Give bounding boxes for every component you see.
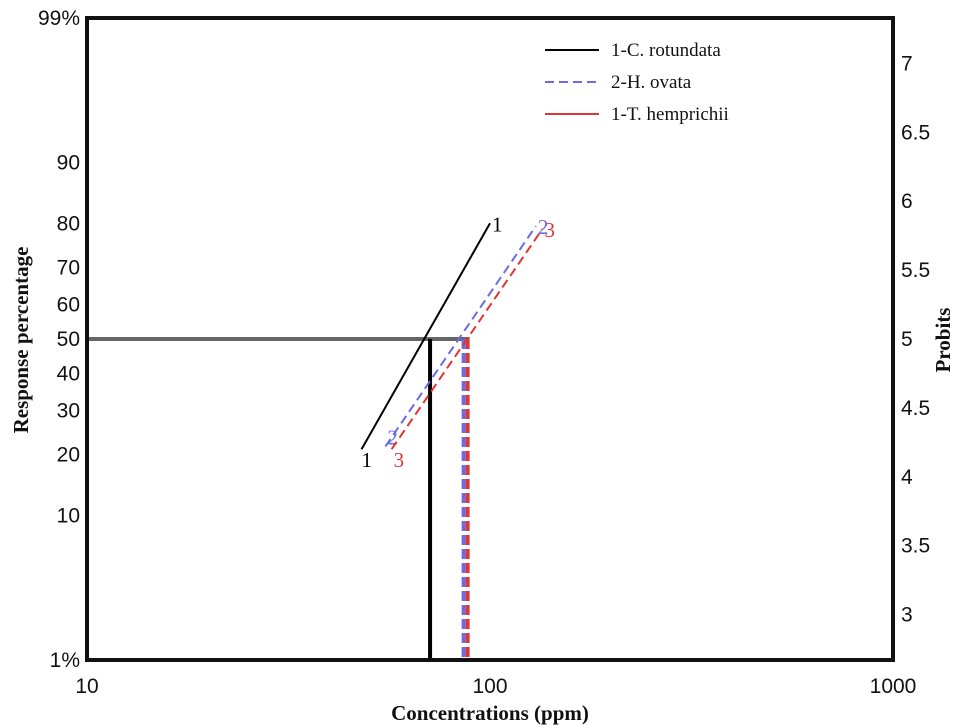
- left-tick-label: 40: [57, 362, 80, 385]
- right-tick-label: 5.5: [901, 259, 930, 282]
- series-end-label: 3: [545, 218, 556, 242]
- series-end-label: 1: [492, 212, 503, 236]
- right-tick-label: 5: [901, 328, 913, 351]
- series-line: [360, 222, 491, 450]
- left-tick-label: 10: [57, 504, 80, 527]
- right-tick-label: 4.5: [901, 397, 930, 420]
- x-axis-title: Concentrations (ppm): [391, 701, 589, 725]
- left-tick-label: 60: [57, 294, 80, 317]
- x-tick-label: 10: [75, 675, 98, 698]
- series-line: [384, 225, 537, 448]
- left-y-axis-ticks: 1% 10 20 30 40 50 60 70 80 90 99%: [38, 7, 80, 672]
- right-tick-label: 6: [901, 190, 913, 213]
- right-tick-label: 7: [901, 52, 913, 75]
- left-tick-label: 80: [57, 212, 80, 235]
- right-y-axis-title: Probits: [931, 308, 955, 373]
- right-tick-label: 3: [901, 604, 913, 627]
- left-tick-label: 50: [57, 328, 80, 351]
- left-y-axis-title: Response percentage: [9, 247, 33, 434]
- legend-entry-label: 1-C. rotundata: [611, 40, 721, 61]
- left-tick-label: 30: [57, 400, 80, 423]
- left-tick-label: 99%: [38, 7, 80, 30]
- right-y-axis-ticks: 3 3.5 4 4.5 5 5.5 6 6.5 7: [901, 52, 930, 626]
- x-tick-label: 1000: [870, 675, 917, 698]
- left-tick-label: 20: [57, 444, 80, 467]
- x-axis-ticks: 10 100 1000: [75, 675, 916, 698]
- right-tick-label: 4: [901, 466, 913, 489]
- series-line: [390, 228, 544, 450]
- legend-entry-label: 1-T. hemprichii: [611, 104, 729, 125]
- legend: 1-C. rotundata 2-H. ovata 1-T. hemprichii: [545, 40, 729, 125]
- left-tick-label: 90: [57, 152, 80, 175]
- series-start-label: 3: [394, 448, 405, 472]
- lc50-reference-lines: [87, 337, 470, 660]
- plot-frame: [85, 16, 895, 662]
- x-tick-label: 100: [472, 675, 507, 698]
- left-tick-label: 70: [57, 256, 80, 279]
- series-start-label: 2: [387, 425, 398, 449]
- legend-entry-label: 2-H. ovata: [611, 72, 692, 93]
- series-end-label: 2: [538, 215, 549, 239]
- series-start-label: 1: [362, 448, 373, 472]
- left-tick-label: 1%: [50, 649, 80, 672]
- right-tick-label: 3.5: [901, 535, 930, 558]
- right-tick-label: 6.5: [901, 121, 930, 144]
